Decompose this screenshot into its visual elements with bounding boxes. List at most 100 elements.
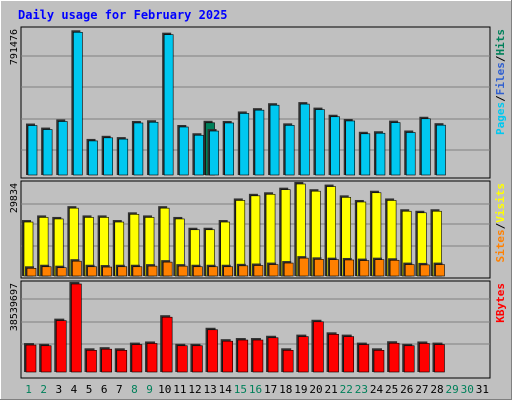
x-tick-label-20: 20 bbox=[309, 383, 322, 396]
chart-panels: 791476Pages/Files/Hits29834Sites/Visits3… bbox=[9, 26, 507, 379]
bar-middle-sites-27 bbox=[420, 264, 430, 277]
x-tick-label-19: 19 bbox=[294, 383, 307, 396]
legend-entry-middle-1: / bbox=[494, 222, 507, 229]
bar-middle-sites-9 bbox=[147, 265, 158, 277]
bar-middle-sites-2 bbox=[41, 266, 52, 277]
bar-top-pages-27 bbox=[421, 118, 431, 176]
x-tick-label-10: 10 bbox=[158, 383, 171, 396]
bar-middle-sites-21 bbox=[329, 259, 339, 277]
chart-title: Daily usage for February 2025 bbox=[18, 8, 228, 22]
panel-middle: 29834 Sites/Visits bbox=[9, 180, 507, 279]
legend-entry-top-1: / bbox=[494, 95, 507, 102]
panel-bottom: 38539697 KBytes bbox=[9, 280, 507, 379]
bar-middle-sites-13 bbox=[208, 266, 218, 277]
y-tick-label-bottom: 38539697 bbox=[9, 283, 20, 331]
bar-top-pages-22 bbox=[345, 120, 356, 176]
bar-bottom-kbytes-21 bbox=[328, 334, 339, 373]
x-tick-label-2: 2 bbox=[40, 383, 47, 396]
x-tick-label-21: 21 bbox=[325, 383, 338, 396]
bar-bottom-kbytes-2 bbox=[40, 345, 52, 373]
bar-bottom-kbytes-15 bbox=[237, 339, 249, 373]
x-tick-label-31: 31 bbox=[476, 383, 489, 396]
bar-top-pages-25 bbox=[390, 122, 401, 176]
bar-top-pages-6 bbox=[103, 137, 113, 176]
x-tick-label-24: 24 bbox=[370, 383, 384, 396]
bar-middle-sites-3 bbox=[56, 267, 67, 277]
x-tick-label-25: 25 bbox=[385, 383, 398, 396]
bar-middle-sites-10 bbox=[162, 261, 173, 277]
bar-middle-sites-26 bbox=[404, 264, 415, 277]
x-tick-label-7: 7 bbox=[116, 383, 123, 396]
legend-middle: Sites/Visits bbox=[494, 183, 507, 263]
x-tick-label-6: 6 bbox=[101, 383, 108, 396]
bar-middle-sites-20 bbox=[314, 259, 324, 277]
x-tick-label-12: 12 bbox=[188, 383, 201, 396]
x-tick-label-23: 23 bbox=[355, 383, 368, 396]
bar-middle-sites-14 bbox=[223, 266, 233, 277]
bar-top-pages-12 bbox=[194, 134, 204, 176]
bar-bottom-kbytes-8 bbox=[131, 344, 143, 373]
y-tick-label-top: 791476 bbox=[9, 29, 20, 65]
y-tick-label-middle: 29834 bbox=[9, 183, 20, 213]
x-tick-label-16: 16 bbox=[249, 383, 262, 396]
bar-top-pages-5 bbox=[88, 140, 98, 176]
x-tick-label-1: 1 bbox=[25, 383, 32, 396]
x-tick-label-29: 29 bbox=[446, 383, 459, 396]
bar-top-pages-8 bbox=[133, 122, 144, 176]
bar-top-pages-15 bbox=[239, 113, 250, 176]
bar-top-pages-18 bbox=[284, 125, 295, 176]
bar-middle-sites-19 bbox=[299, 257, 309, 277]
x-tick-label-28: 28 bbox=[430, 383, 443, 396]
x-tick-label-5: 5 bbox=[86, 383, 93, 396]
bar-bottom-kbytes-17 bbox=[267, 337, 279, 373]
bar-top-pages-19 bbox=[300, 103, 310, 176]
bar-bottom-kbytes-13 bbox=[207, 329, 218, 373]
bar-bottom-kbytes-10 bbox=[161, 316, 173, 373]
x-tick-label-4: 4 bbox=[71, 383, 78, 396]
x-tick-label-26: 26 bbox=[400, 383, 413, 396]
legend-entry-middle-0: Sites bbox=[494, 229, 507, 262]
bar-top-pages-21 bbox=[330, 116, 340, 176]
bar-middle-sites-23 bbox=[359, 260, 370, 277]
legend-entry-top-3: / bbox=[494, 55, 507, 62]
bar-middle-sites-4 bbox=[72, 260, 82, 277]
bar-bottom-kbytes-28 bbox=[434, 344, 445, 373]
bar-bottom-kbytes-6 bbox=[101, 348, 112, 373]
bar-bottom-kbytes-18 bbox=[282, 350, 294, 373]
x-tick-label-9: 9 bbox=[146, 383, 153, 396]
x-tick-label-27: 27 bbox=[415, 383, 428, 396]
x-tick-label-3: 3 bbox=[56, 383, 63, 396]
bar-middle-sites-24 bbox=[374, 259, 385, 277]
bar-top-pages-17 bbox=[269, 104, 280, 176]
bar-top-pages-20 bbox=[315, 109, 325, 176]
bar-top-pages-28 bbox=[436, 124, 446, 176]
bar-middle-sites-17 bbox=[268, 264, 279, 277]
x-tick-label-17: 17 bbox=[264, 383, 277, 396]
x-tick-label-30: 30 bbox=[461, 383, 474, 396]
bar-top-pages-1 bbox=[27, 125, 38, 176]
legend-entry-middle-2: Visits bbox=[494, 183, 507, 223]
x-tick-label-18: 18 bbox=[279, 383, 292, 396]
bar-bottom-kbytes-26 bbox=[403, 345, 415, 373]
x-tick-label-8: 8 bbox=[131, 383, 138, 396]
x-axis-labels: 1 2 3 4 5 6 7 8 9 10 11 12 13 14 15 16 17 18 19 20 21 22 23 24 2… bbox=[25, 383, 489, 396]
bar-middle-sites-1 bbox=[26, 267, 37, 277]
bar-bottom-kbytes-5 bbox=[86, 350, 97, 373]
bar-bottom-kbytes-25 bbox=[388, 342, 400, 373]
bar-top-pages-9 bbox=[148, 121, 159, 176]
bar-middle-sites-25 bbox=[389, 259, 400, 277]
bar-top-pages-16 bbox=[254, 109, 265, 176]
bar-middle-sites-15 bbox=[238, 265, 249, 277]
bar-middle-sites-11 bbox=[177, 265, 188, 277]
bar-bottom-kbytes-14 bbox=[222, 340, 233, 373]
bar-middle-sites-6 bbox=[102, 266, 112, 277]
bar-middle-sites-5 bbox=[87, 266, 97, 277]
x-tick-label-11: 11 bbox=[173, 383, 186, 396]
bar-top-pages-4 bbox=[73, 31, 83, 176]
bar-top-pages-2 bbox=[42, 129, 53, 176]
bar-middle-sites-22 bbox=[344, 259, 355, 277]
legend-bottom: KBytes bbox=[494, 283, 507, 323]
